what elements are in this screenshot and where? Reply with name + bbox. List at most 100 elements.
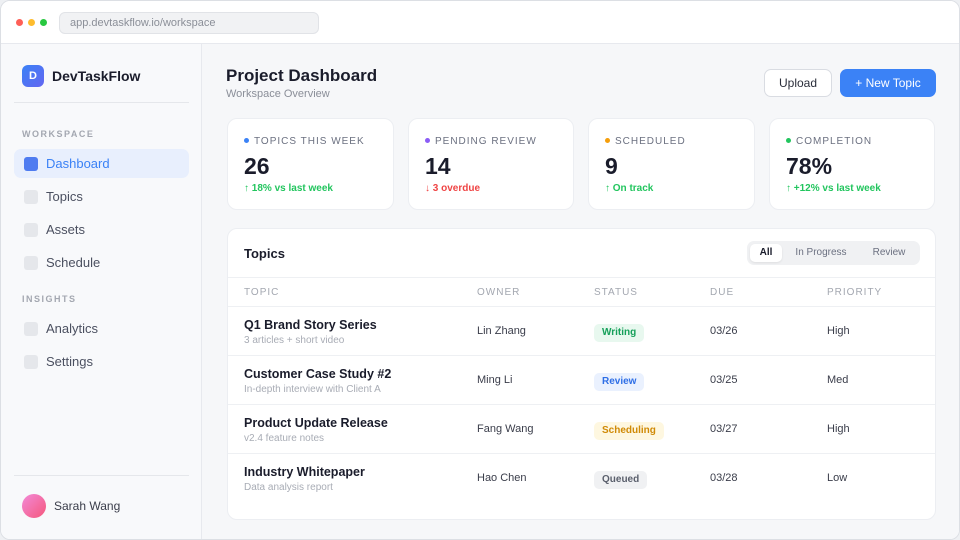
stat-label: COMPLETION xyxy=(786,136,872,147)
table-row[interactable]: Industry Whitepaper Data analysis report… xyxy=(228,454,935,503)
topic-subtitle: v2.4 feature notes xyxy=(244,433,325,444)
minimize-window-icon[interactable] xyxy=(28,19,35,26)
divider xyxy=(228,404,935,405)
topics-title: Topics xyxy=(244,246,285,261)
sidebar-item-label: Analytics xyxy=(46,321,99,336)
sidebar-item-topics[interactable]: Topics xyxy=(14,182,189,211)
analytics-icon xyxy=(24,322,38,336)
owner: Fang Wang xyxy=(477,423,534,435)
column-header-priority: PRIORITY xyxy=(827,287,883,298)
section-title-insights: INSIGHTS xyxy=(22,294,77,304)
settings-icon xyxy=(24,355,38,369)
priority: High xyxy=(827,325,850,337)
avatar[interactable] xyxy=(22,494,46,518)
topic-subtitle: In-depth interview with Client A xyxy=(244,384,381,395)
brand-name: DevTaskFlow xyxy=(52,68,141,84)
status-dot-icon xyxy=(244,138,249,143)
new-topic-button[interactable]: + New Topic xyxy=(840,69,936,97)
priority: Med xyxy=(827,374,849,386)
sidebar: D DevTaskFlow WORKSPACE Dashboard Topics… xyxy=(1,44,202,539)
topic-title[interactable]: Q1 Brand Story Series xyxy=(244,318,377,332)
maximize-window-icon[interactable] xyxy=(40,19,47,26)
sidebar-item-label: Assets xyxy=(46,222,86,237)
tab-review[interactable]: Review xyxy=(872,247,906,258)
stat-label: SCHEDULED xyxy=(605,136,686,147)
sidebar-item-label: Topics xyxy=(46,189,83,204)
tab-in-progress[interactable]: In Progress xyxy=(795,247,847,258)
stat-value: 9 xyxy=(605,153,618,179)
section-title-workspace: WORKSPACE xyxy=(22,129,95,139)
upload-button[interactable]: Upload xyxy=(764,69,832,97)
divider xyxy=(228,355,935,356)
sidebar-item-schedule[interactable]: Schedule xyxy=(14,248,189,277)
table-row[interactable]: Q1 Brand Story Series 3 articles + short… xyxy=(228,307,935,356)
stat-value: 26 xyxy=(244,153,270,179)
status-badge: Scheduling xyxy=(594,422,664,440)
sidebar-item-analytics[interactable]: Analytics xyxy=(14,314,189,343)
sidebar-item-dashboard[interactable]: Dashboard xyxy=(14,149,189,178)
sidebar-item-label: Settings xyxy=(46,354,93,369)
stat-value: 78% xyxy=(786,153,833,179)
divider xyxy=(228,277,935,278)
status-badge: Queued xyxy=(594,471,648,489)
column-header-due: DUE xyxy=(710,287,735,298)
sidebar-item-label: Dashboard xyxy=(46,156,110,171)
stat-trend: ↑ +12% vs last week xyxy=(786,183,881,194)
priority: Low xyxy=(827,472,848,484)
logo-icon: D xyxy=(22,65,44,87)
status-badge: Review xyxy=(594,373,645,391)
column-header-topic: TOPIC xyxy=(244,287,280,298)
divider xyxy=(228,453,935,454)
stat-label: PENDING REVIEW xyxy=(425,136,537,147)
due-date: 03/26 xyxy=(710,325,738,337)
owner: Lin Zhang xyxy=(477,325,526,337)
table-row[interactable]: Product Update Release v2.4 feature note… xyxy=(228,405,935,454)
due-date: 03/28 xyxy=(710,472,738,484)
stat-card: PENDING REVIEW 14 ↓ 3 overdue xyxy=(408,118,574,210)
table-row[interactable]: Customer Case Study #2 In-depth intervie… xyxy=(228,356,935,405)
due-date: 03/25 xyxy=(710,374,738,386)
topic-title[interactable]: Customer Case Study #2 xyxy=(244,367,392,381)
browser-titlebar: app.devtaskflow.io/workspace xyxy=(1,1,959,44)
topic-title[interactable]: Industry Whitepaper xyxy=(244,465,365,479)
user-name[interactable]: Sarah Wang xyxy=(54,499,121,513)
due-date: 03/27 xyxy=(710,423,738,435)
sidebar-item-label: Schedule xyxy=(46,255,101,270)
page-title: Project Dashboard xyxy=(226,66,378,85)
main-content: Project Dashboard Workspace Overview Upl… xyxy=(202,44,959,539)
close-window-icon[interactable] xyxy=(16,19,23,26)
divider xyxy=(14,102,189,103)
status-dot-icon xyxy=(786,138,791,143)
status-dot-icon xyxy=(605,138,610,143)
tab-all[interactable]: All xyxy=(750,244,782,262)
sidebar-item-settings[interactable]: Settings xyxy=(14,347,189,376)
topic-title[interactable]: Product Update Release xyxy=(244,416,388,430)
page-subtitle: Workspace Overview xyxy=(226,88,330,100)
owner: Hao Chen xyxy=(477,472,527,484)
stat-label: TOPICS THIS WEEK xyxy=(244,136,365,147)
topic-subtitle: 3 articles + short video xyxy=(244,335,345,346)
divider xyxy=(14,475,189,476)
topics-table-card: Topics All In Progress Review TOPIC OWNE… xyxy=(227,228,936,520)
stat-trend: ↑ On track xyxy=(605,183,654,194)
stat-card: SCHEDULED 9 ↑ On track xyxy=(588,118,755,210)
divider xyxy=(228,306,935,307)
sidebar-item-assets[interactable]: Assets xyxy=(14,215,189,244)
dashboard-icon xyxy=(24,157,38,171)
column-header-status: STATUS xyxy=(594,287,638,298)
status-badge: Writing xyxy=(594,324,645,342)
owner: Ming Li xyxy=(477,374,513,386)
assets-icon xyxy=(24,223,38,237)
address-bar[interactable]: app.devtaskflow.io/workspace xyxy=(59,12,319,34)
stat-card: COMPLETION 78% ↑ +12% vs last week xyxy=(769,118,935,210)
priority: High xyxy=(827,423,850,435)
stat-trend: ↓ 3 overdue xyxy=(425,183,481,194)
topics-icon xyxy=(24,190,38,204)
filter-tabs: All In Progress Review xyxy=(747,241,920,265)
status-dot-icon xyxy=(425,138,430,143)
stat-card: TOPICS THIS WEEK 26 ↑ 18% vs last week xyxy=(227,118,394,210)
column-header-owner: OWNER xyxy=(477,287,521,298)
stat-value: 14 xyxy=(425,153,451,179)
topic-subtitle: Data analysis report xyxy=(244,482,333,493)
